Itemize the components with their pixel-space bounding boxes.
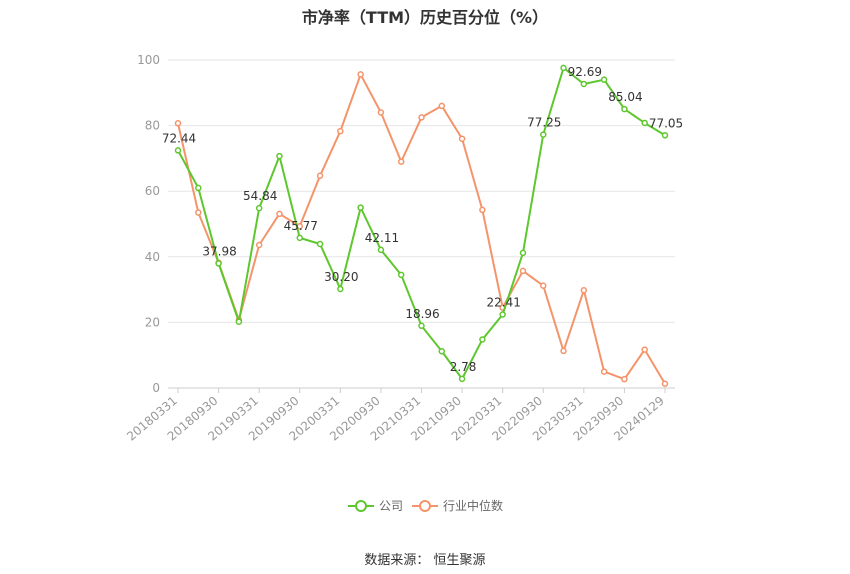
- data-point-industry-median[interactable]: [641, 346, 648, 353]
- data-point-company[interactable]: [458, 375, 466, 383]
- y-tick-label: 60: [145, 184, 160, 198]
- data-point-company[interactable]: [438, 348, 446, 355]
- data-point-industry-median[interactable]: [540, 282, 547, 289]
- data-point-company[interactable]: [621, 105, 628, 113]
- y-tick-label: 40: [145, 250, 160, 264]
- data-point-company[interactable]: [174, 147, 182, 154]
- data-point-company[interactable]: [337, 285, 344, 293]
- data-point-industry-median[interactable]: [600, 368, 608, 375]
- series-layer: [174, 64, 669, 387]
- legend[interactable]: 公司 行业中位数: [348, 498, 503, 513]
- data-point-company[interactable]: [215, 260, 222, 267]
- data-point-industry-median[interactable]: [458, 135, 466, 142]
- data-point-company[interactable]: [540, 131, 547, 138]
- data-source-note: 数据来源： 恒生聚源: [364, 553, 486, 568]
- data-point-industry-median[interactable]: [195, 209, 202, 216]
- data-point-company[interactable]: [418, 322, 425, 330]
- data-point-industry-median[interactable]: [621, 375, 628, 383]
- legend-label-company: 公司: [379, 499, 403, 513]
- data-point-company[interactable]: [661, 132, 669, 139]
- y-tick-label: 80: [145, 119, 160, 133]
- chart-title: 市净率（TTM）历史百分位（%）: [301, 8, 549, 27]
- y-tick-label: 100: [137, 53, 160, 67]
- y-tick-label: 0: [152, 381, 160, 395]
- grid-layer: [168, 59, 675, 323]
- data-point-company[interactable]: [296, 234, 303, 242]
- data-point-industry-median[interactable]: [397, 158, 405, 165]
- data-label: 72.44: [162, 131, 196, 145]
- data-point-industry-median[interactable]: [580, 287, 588, 294]
- data-point-company[interactable]: [397, 271, 405, 279]
- legend-label-industry-median: 行业中位数: [443, 498, 503, 513]
- y-tick-label: 20: [145, 315, 160, 329]
- data-point-industry-median[interactable]: [661, 380, 669, 387]
- data-point-industry-median[interactable]: [174, 120, 182, 127]
- legend-item-company[interactable]: 公司: [348, 499, 403, 513]
- data-point-industry-median[interactable]: [276, 210, 283, 218]
- data-label: 54.84: [243, 189, 277, 203]
- data-point-company[interactable]: [357, 204, 364, 211]
- series-line-industry-median: [177, 73, 666, 385]
- data-point-company[interactable]: [499, 311, 506, 318]
- data-label: 45.77: [284, 219, 318, 233]
- data-label: 77.25: [527, 116, 561, 130]
- data-point-company[interactable]: [519, 249, 527, 257]
- data-point-company[interactable]: [316, 240, 324, 248]
- data-point-industry-median[interactable]: [255, 241, 263, 249]
- data-label: 92.69: [568, 65, 602, 79]
- data-point-company[interactable]: [560, 64, 567, 72]
- data-point-industry-median[interactable]: [337, 127, 344, 135]
- data-point-industry-median[interactable]: [316, 172, 324, 180]
- data-label: 22.41: [486, 295, 520, 309]
- data-point-industry-median[interactable]: [418, 114, 425, 121]
- data-label: 85.04: [608, 90, 642, 104]
- data-point-industry-median[interactable]: [560, 347, 567, 355]
- data-point-industry-median[interactable]: [377, 109, 385, 116]
- data-point-company[interactable]: [377, 246, 385, 254]
- data-point-company[interactable]: [580, 80, 588, 88]
- legend-item-industry-median[interactable]: 行业中位数: [412, 498, 503, 513]
- data-label: 2.78: [450, 360, 477, 374]
- data-point-company[interactable]: [600, 76, 608, 83]
- data-point-company[interactable]: [235, 318, 243, 325]
- data-point-industry-median[interactable]: [519, 267, 527, 275]
- data-label: 37.98: [202, 244, 236, 258]
- data-point-industry-median[interactable]: [357, 71, 364, 78]
- data-point-industry-median[interactable]: [438, 102, 446, 110]
- data-label: 30.20: [324, 270, 358, 284]
- data-label: 18.96: [405, 307, 439, 321]
- data-label: 77.05: [649, 116, 683, 130]
- label-layer: 72.44 37.98 54.84 45.77 30.20 42.11 18.96 2.78 2…: [162, 65, 683, 374]
- data-point-company[interactable]: [276, 152, 283, 160]
- data-label: 42.11: [365, 231, 399, 245]
- data-point-company[interactable]: [641, 119, 648, 127]
- data-point-industry-median[interactable]: [479, 206, 486, 214]
- data-point-company[interactable]: [255, 204, 263, 212]
- data-point-company[interactable]: [195, 184, 202, 192]
- data-point-company[interactable]: [479, 336, 486, 343]
